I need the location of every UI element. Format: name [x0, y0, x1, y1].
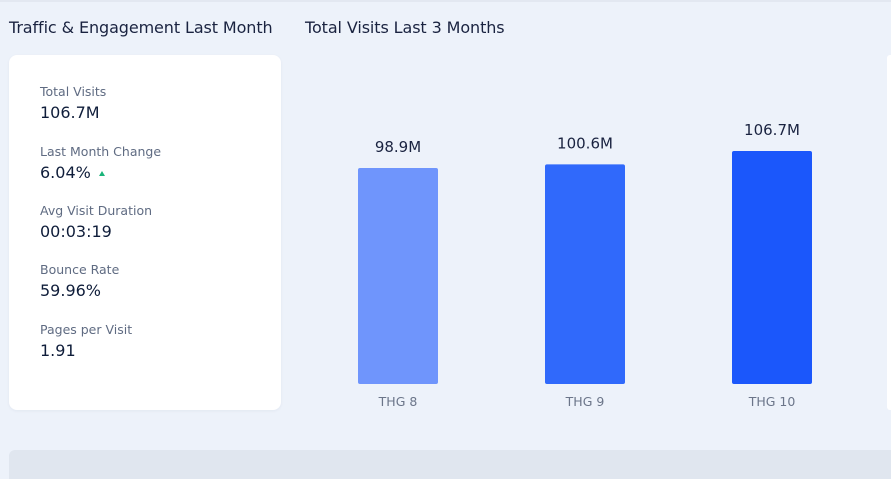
stat-label: Avg Visit Duration: [40, 203, 153, 218]
bottom-panel: [9, 450, 891, 479]
stat-label: Pages per Visit: [40, 322, 133, 337]
stat-value-text: 00:03:19: [40, 222, 112, 241]
x-tick-label: THG 9: [565, 394, 605, 409]
stat-value-text: 59.96%: [40, 281, 102, 300]
x-tick-label: THG 10: [748, 394, 796, 409]
stat-value: 1.91: [40, 341, 132, 360]
stat-total-visits: Total Visits 106.7M: [40, 84, 106, 122]
stat-label: Bounce Rate: [40, 262, 120, 277]
stat-value-text: 1.91: [40, 341, 76, 360]
total-visits-title: Total Visits Last 3 Months: [305, 18, 505, 37]
stat-label: Last Month Change: [40, 144, 162, 159]
bar-thg-9[interactable]: [545, 164, 625, 384]
stat-bounce-rate: Bounce Rate 59.96%: [40, 262, 119, 300]
top-divider: [0, 0, 891, 2]
stat-avg-visit-duration: Avg Visit Duration 00:03:19: [40, 203, 152, 241]
trend-up-icon: [98, 170, 105, 176]
bar-value-label: 106.7M: [744, 121, 800, 139]
stat-value: 00:03:19: [40, 222, 152, 241]
stat-value-text: 6.04%: [40, 163, 91, 182]
bar-thg-8[interactable]: [358, 168, 438, 384]
stat-last-month-change: Last Month Change 6.04%: [40, 144, 161, 182]
stat-value: 6.04%: [40, 163, 161, 182]
traffic-engagement-title: Traffic & Engagement Last Month: [9, 18, 273, 37]
next-card-edge: [887, 55, 891, 410]
stat-value-text: 106.7M: [40, 103, 100, 122]
stat-value: 106.7M: [40, 103, 106, 122]
engagement-stats-card: Total Visits 106.7M Last Month Change 6.…: [9, 55, 281, 410]
bar-value-label: 98.9M: [375, 138, 421, 156]
x-tick-label: THG 8: [378, 394, 418, 409]
bar-thg-10[interactable]: [732, 151, 812, 384]
stat-label: Total Visits: [40, 84, 107, 99]
stat-value: 59.96%: [40, 281, 119, 300]
bar-value-label: 100.6M: [557, 134, 613, 152]
stat-pages-per-visit: Pages per Visit 1.91: [40, 322, 132, 360]
